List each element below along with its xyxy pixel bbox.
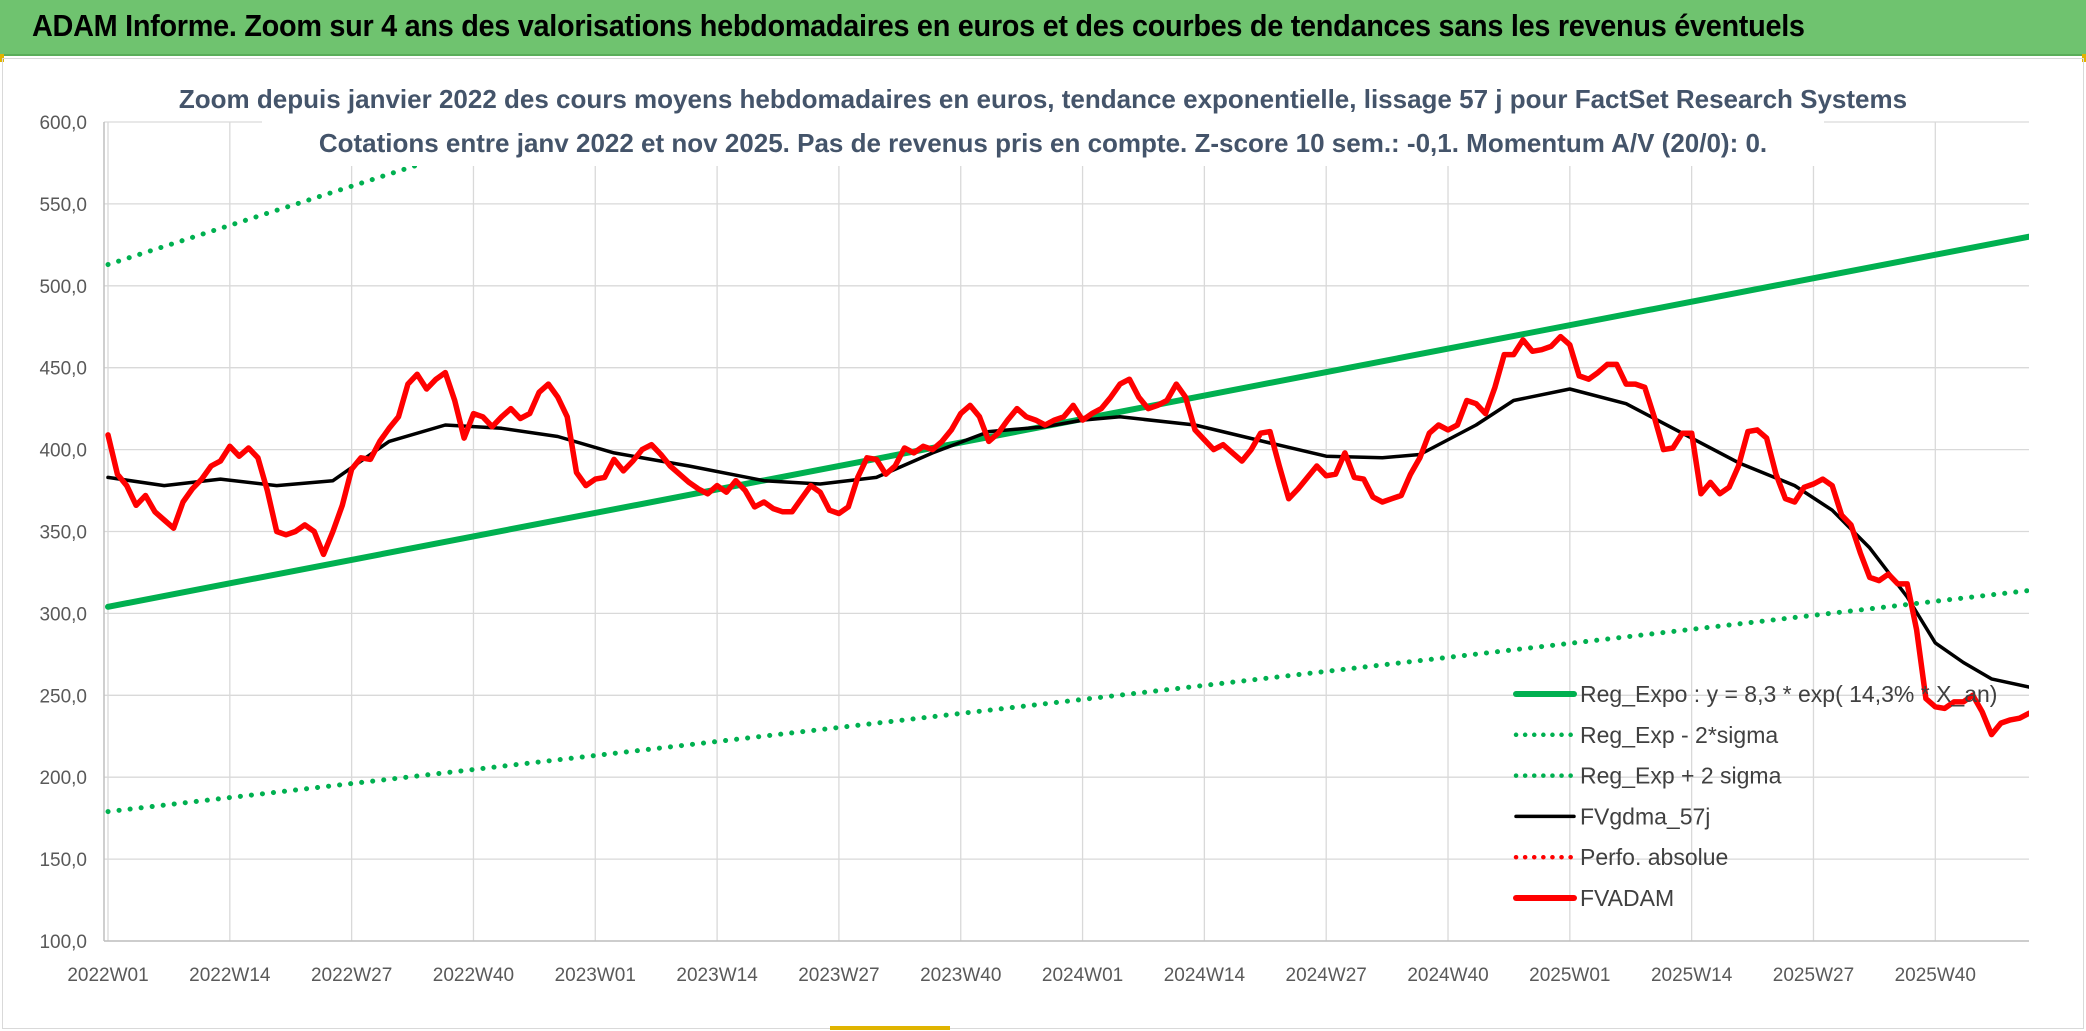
series-reg-exp-2-sigma [105,588,2029,815]
frame-bottom-marker [830,1026,950,1030]
y-axis: 600,0 550,0 500,0 450,0 400,0 350,0 300,0 250,0… [39,113,87,953]
x-tick-label: 2025W14 [1651,965,1733,986]
x-tick-label: 2022W14 [189,965,271,986]
x-tick-label: 2024W40 [1407,965,1488,986]
y-tick-label: 500,0 [39,277,87,298]
y-tick-label: 600,0 [39,113,87,134]
report-title: ADAM Informe. Zoom sur 4 ans des valoris… [32,8,1805,43]
legend-label: Reg_Exp - 2*sigma [1580,722,1778,748]
y-tick-label: 300,0 [39,604,87,625]
x-tick-label: 2024W14 [1164,965,1246,986]
series-fvgdma-57j [106,387,2029,689]
chart-frame [2,58,2084,1029]
legend: Reg_Expo : y = 8,3 * exp( 14,3% * X_an) R… [1513,681,1997,911]
y-tick-label: 250,0 [39,686,87,707]
legend-label: FVADAM [1580,885,1674,911]
x-tick-label: 2022W40 [433,965,514,986]
x-tick-label: 2022W01 [67,965,148,986]
legend-label: Perfo. absolue [1580,844,1728,870]
y-tick-label: 400,0 [39,441,87,462]
x-tick-label: 2025W01 [1529,965,1610,986]
x-axis: 2022W01 2022W14 2022W27 2022W40 2023W01 2023W… [67,965,1976,986]
chart-titles: Zoom depuis janvier 2022 des cours moyen… [179,80,1907,166]
x-tick-label: 2023W40 [920,965,1001,986]
chart-subtitle: Cotations entre janv 2022 et nov 2025. P… [319,128,1767,158]
x-tick-label: 2025W27 [1773,965,1854,986]
report-banner: ADAM Informe. Zoom sur 4 ans des valoris… [0,0,2086,56]
legend-label: Reg_Exp + 2 sigma [1580,763,1782,789]
x-tick-label: 2024W01 [1042,965,1123,986]
series-layer [105,122,2029,815]
x-tick-label: 2023W01 [555,965,636,986]
y-tick-label: 350,0 [39,523,87,544]
legend-label: FVgdma_57j [1580,803,1710,829]
x-tick-label: 2023W14 [676,965,758,986]
y-tick-label: 200,0 [39,768,87,789]
y-tick-label: 450,0 [39,359,87,380]
banner-corner-right [2082,54,2086,62]
legend-label: Reg_Expo : y = 8,3 * exp( 14,3% * X_an) [1580,681,1997,707]
x-tick-label: 2023W27 [798,965,879,986]
y-tick-label: 550,0 [39,195,87,216]
series-fvadam [105,333,2029,738]
title-background [262,80,1824,166]
x-tick-label: 2025W40 [1895,965,1976,986]
x-tick-label: 2022W27 [311,965,392,986]
chart-title: Zoom depuis janvier 2022 des cours moyen… [179,84,1907,114]
gridlines [103,121,2029,942]
y-tick-label: 100,0 [39,932,87,953]
x-tick-label: 2024W27 [1286,965,1367,986]
y-tick-label: 150,0 [39,850,87,871]
